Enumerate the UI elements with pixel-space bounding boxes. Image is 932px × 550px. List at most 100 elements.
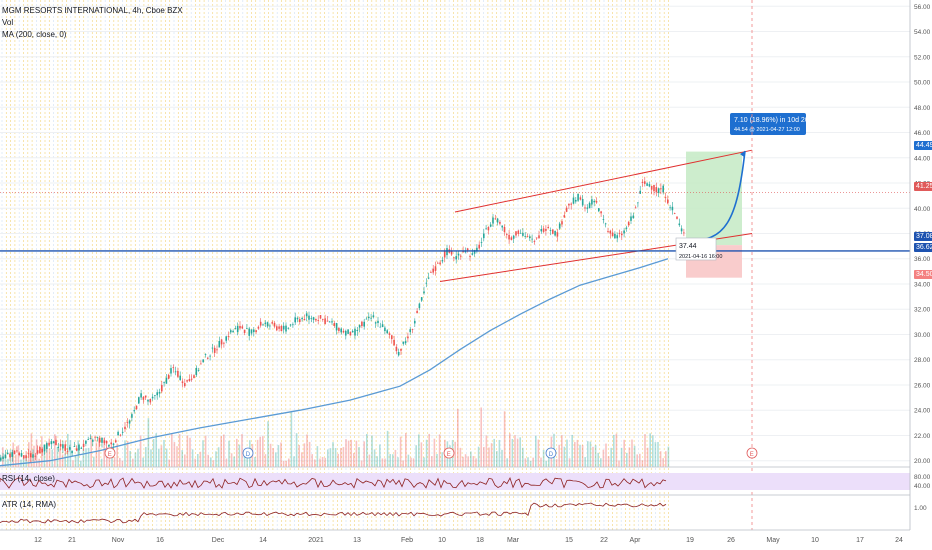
candle-body	[611, 232, 614, 237]
candle-body	[552, 229, 554, 234]
volume-bar	[64, 453, 66, 467]
candle-body	[508, 234, 510, 240]
candle-body	[303, 318, 306, 320]
volume-bar	[80, 460, 82, 467]
x-tick-label: Feb	[401, 537, 413, 544]
volume-bar	[563, 446, 566, 467]
volume-bar	[67, 433, 69, 467]
volume-bar	[366, 433, 368, 467]
candle-body	[680, 228, 683, 232]
candle-body	[239, 325, 241, 329]
candle-body	[434, 266, 437, 271]
volume-bar	[298, 445, 300, 467]
candle-body	[52, 441, 55, 444]
candle-body	[29, 453, 32, 458]
volume-bar	[82, 448, 85, 467]
symbol-title: MGM RESORTS INTERNATIONAL, 4h, Cboe BZX	[2, 6, 183, 15]
volume-bar	[329, 448, 332, 467]
volume-bar	[295, 433, 298, 467]
candle-body	[480, 242, 483, 243]
candle-body	[220, 339, 223, 345]
candle-body	[512, 235, 515, 239]
volume-bar	[350, 439, 352, 467]
volume-bar	[95, 442, 98, 467]
candle-body	[301, 317, 303, 320]
candle-body	[71, 450, 73, 454]
candle-body	[209, 355, 211, 357]
volume-bar	[46, 442, 48, 467]
candle-body	[455, 256, 457, 260]
volume-bar	[215, 451, 217, 467]
volume-bar	[28, 442, 30, 467]
volume-bar	[236, 438, 238, 467]
candle-body	[23, 455, 25, 459]
candle-body	[276, 326, 278, 331]
volume-bar	[69, 440, 72, 467]
volume-bar	[269, 443, 272, 467]
volume-bar	[602, 449, 605, 467]
volume-bar	[475, 458, 477, 467]
candle-body	[515, 231, 517, 236]
x-tick-label: 14	[259, 537, 267, 544]
volume-bar	[548, 451, 550, 467]
volume-bar	[483, 446, 485, 467]
volume-bar	[319, 458, 321, 467]
volume-bar	[33, 445, 35, 467]
volume-bar	[511, 438, 514, 467]
volume-bar	[501, 449, 503, 467]
candle-body	[165, 377, 168, 384]
candle-body	[621, 233, 623, 236]
volume-bar	[639, 453, 641, 467]
volume-bar	[17, 445, 20, 467]
volume-bar	[124, 440, 126, 467]
candle-body	[510, 237, 513, 240]
y-tick-label: 22.00	[914, 433, 931, 440]
candle-body	[347, 329, 349, 334]
volume-bar	[223, 434, 225, 467]
candle-body	[312, 317, 315, 320]
volume-bar	[241, 434, 243, 467]
volume-bar	[576, 439, 579, 467]
candle-body	[460, 255, 462, 257]
candle-body	[494, 218, 497, 220]
volume-bar	[113, 457, 116, 467]
point-label-box	[675, 237, 717, 261]
volume-bar	[407, 454, 410, 467]
candle-body	[96, 437, 99, 438]
candle-body	[646, 183, 648, 186]
candle-body	[485, 228, 487, 230]
event-marker	[545, 447, 557, 459]
volume-bar	[220, 436, 222, 467]
candle-body	[13, 450, 16, 454]
volume-bar	[15, 454, 17, 467]
volume-bar	[509, 433, 511, 467]
volume-bar	[472, 456, 475, 467]
candle-body	[588, 202, 591, 209]
candle-body	[315, 318, 317, 321]
volume-bar	[121, 460, 124, 467]
candle-body	[554, 230, 556, 236]
event-marker	[746, 447, 758, 459]
candle-body	[657, 188, 660, 193]
volume-bar	[204, 435, 207, 467]
ma-label: MA (200, close, 0)	[2, 30, 67, 39]
candle-body	[289, 324, 292, 326]
candle-body	[179, 375, 181, 381]
candle-body	[384, 327, 386, 332]
candle-body	[200, 363, 202, 365]
volume-bar	[405, 433, 407, 467]
candle-body	[627, 222, 630, 226]
candle-body	[388, 333, 391, 335]
candle-body	[591, 199, 593, 205]
volume-bar	[85, 448, 87, 467]
candle-body	[190, 378, 193, 380]
volume-bar	[324, 457, 326, 467]
volume-bar	[363, 441, 365, 467]
candle-body	[616, 235, 618, 239]
candle-body	[586, 207, 589, 209]
projection-arrowhead	[740, 150, 745, 157]
volume-bar	[646, 447, 649, 467]
point-date-text: 2021-04-16 16:00	[679, 254, 722, 260]
candle-body	[184, 383, 186, 387]
